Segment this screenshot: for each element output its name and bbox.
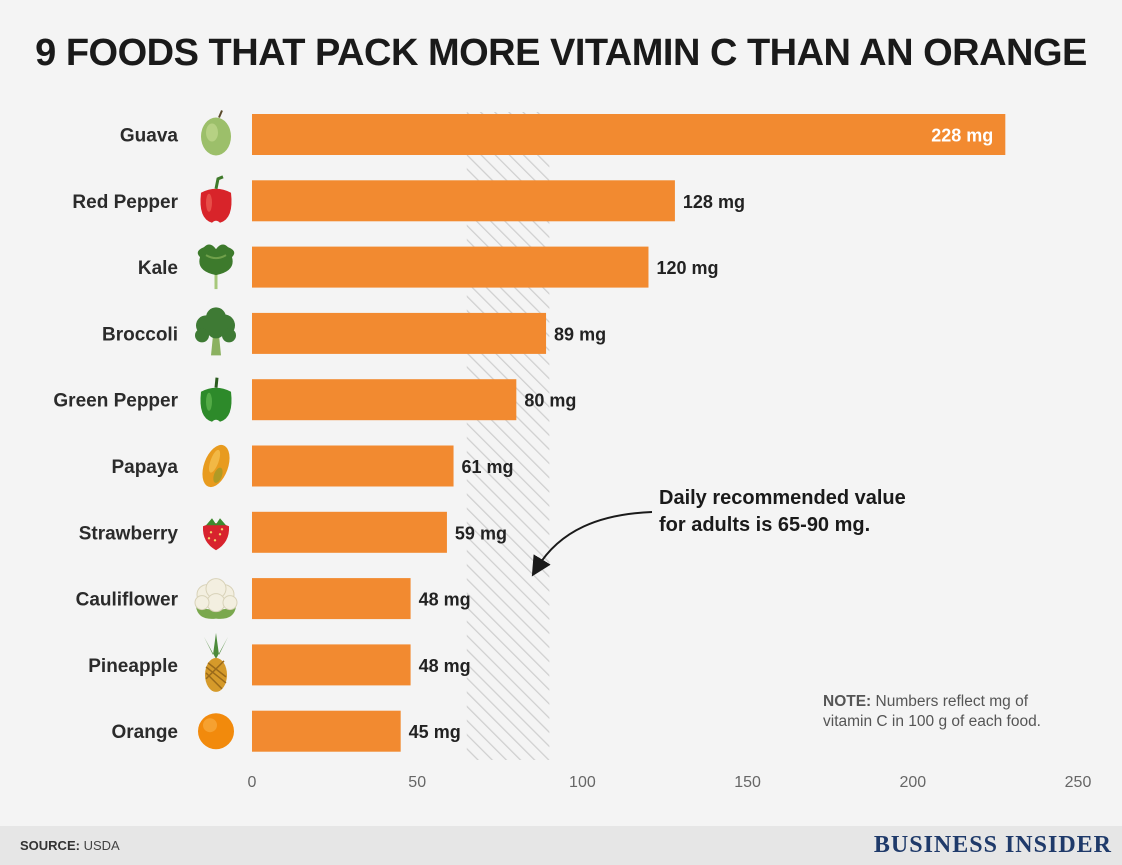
bar-pineapple xyxy=(252,644,411,686)
broccoli-icon xyxy=(195,307,236,356)
value-label: 120 mg xyxy=(656,258,718,278)
value-label: 48 mg xyxy=(419,590,471,610)
value-label: 80 mg xyxy=(524,391,576,411)
bar-guava xyxy=(252,114,1006,155)
x-tick-label: 0 xyxy=(248,774,257,791)
note-label: NOTE: xyxy=(823,693,872,710)
brand-logo: BUSINESS INSIDER xyxy=(873,832,1112,858)
cauliflower-icon xyxy=(194,578,238,619)
footer: SOURCE: USDA BUSINESS INSIDER xyxy=(0,826,1122,865)
green-pepper-icon xyxy=(200,377,232,422)
x-tick-label: 250 xyxy=(1065,774,1092,791)
kale-icon xyxy=(197,244,235,290)
category-label: Green Pepper xyxy=(53,391,178,412)
value-label: 61 mg xyxy=(462,457,514,477)
pineapple-icon xyxy=(204,632,228,692)
category-label: Pineapple xyxy=(88,656,178,677)
note: NOTE: Numbers reflect mg of vitamin C in… xyxy=(823,692,1113,732)
x-tick-label: 50 xyxy=(408,774,426,791)
x-tick-label: 200 xyxy=(899,774,926,791)
bar-papaya xyxy=(252,445,454,487)
value-label: 128 mg xyxy=(683,192,745,212)
category-label: Cauliflower xyxy=(76,590,179,611)
category-label: Guava xyxy=(120,126,179,147)
red-pepper-icon xyxy=(200,175,232,223)
strawberry-icon xyxy=(202,518,230,551)
note-line-1: Numbers reflect mg of xyxy=(875,693,1028,710)
chart-title: 9 FOODS THAT PACK MORE VITAMIN C THAN AN… xyxy=(35,32,1087,74)
papaya-icon xyxy=(202,444,230,488)
bar-orange xyxy=(252,710,401,752)
category-label: Orange xyxy=(111,722,178,743)
value-label: 89 mg xyxy=(554,324,606,344)
bar-strawberry xyxy=(252,511,447,553)
annotation-arrow xyxy=(531,511,653,577)
bar-chart: Guava Red Pepper Kale Broccoli Green Pepper P… xyxy=(53,110,1092,791)
category-label: Broccoli xyxy=(102,324,178,345)
x-tick-label: 150 xyxy=(734,774,761,791)
category-label: Strawberry xyxy=(79,523,179,544)
value-label: 59 mg xyxy=(455,523,507,543)
orange-icon xyxy=(198,713,234,750)
category-label: Kale xyxy=(138,258,178,279)
annotation-line-2: for adults is 65-90 mg. xyxy=(659,514,871,536)
category-label: Red Pepper xyxy=(72,192,178,213)
bar-green-pepper xyxy=(252,379,517,421)
bar-kale xyxy=(252,246,649,288)
source: SOURCE: USDA xyxy=(20,838,120,853)
value-label: 48 mg xyxy=(419,656,471,676)
value-label: 228 mg xyxy=(931,126,993,146)
x-tick-label: 100 xyxy=(569,774,596,791)
note-line-2: vitamin C in 100 g of each food. xyxy=(823,713,1041,730)
recommended-value-annotation: Daily recommended value for adults is 65… xyxy=(659,485,959,539)
source-value: USDA xyxy=(83,838,120,853)
category-label: Papaya xyxy=(111,457,178,478)
bar-red-pepper xyxy=(252,180,675,222)
value-label: 45 mg xyxy=(409,722,461,742)
annotation-line-1: Daily recommended value xyxy=(659,487,906,509)
source-label: SOURCE: xyxy=(20,838,80,853)
bar-broccoli xyxy=(252,312,547,354)
guava-icon xyxy=(201,110,231,156)
bar-cauliflower xyxy=(252,578,411,620)
